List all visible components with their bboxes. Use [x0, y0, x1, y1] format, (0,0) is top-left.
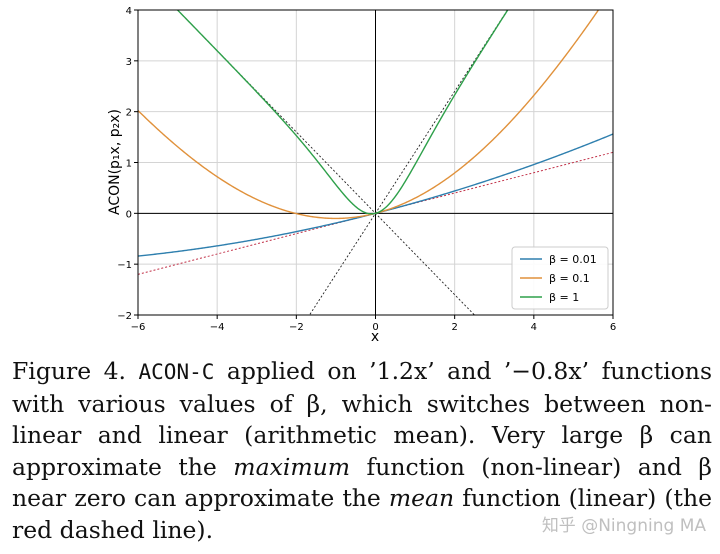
- caption-text-3: function (linear) (the red dashed line).: [12, 484, 712, 544]
- y-tick-label: 1: [126, 159, 132, 170]
- caption-emphasis-maximum: maximum: [233, 452, 351, 481]
- caption-prefix: Figure 4.: [12, 357, 139, 385]
- y-tick-label: 0: [126, 209, 132, 220]
- tick-labels: −6 −4 −2 0 2 4 6 −2 −1 0 1 2 3 4: [117, 6, 616, 333]
- x-tick-label: 2: [451, 322, 457, 333]
- acon-curves: [138, 10, 613, 257]
- y-tick-label: −1: [117, 260, 132, 271]
- caption-text-2: function (non-linear) and β near zero ca…: [12, 452, 712, 513]
- legend-entry: β = 0.01: [549, 253, 597, 266]
- legend-entry: β = 0.1: [549, 272, 590, 285]
- legend: β = 0.01 β = 0.1 β = 1: [511, 246, 609, 310]
- x-tick-label: −4: [210, 322, 225, 333]
- acon-figure: −6 −4 −2 0 2 4 6 −2 −1 0 1 2 3 4 x ACON(p₁x, p₂x) β =…: [107, 6, 616, 345]
- x-axis-label: x: [371, 329, 379, 345]
- legend-box: [511, 246, 609, 310]
- y-tick-label: 4: [126, 6, 132, 17]
- x-tick-label: 0: [372, 322, 378, 333]
- y-tick-label: −2: [117, 311, 132, 322]
- figure-caption: Figure 4. ACON-C applied on ’1.2x’ and ’…: [12, 356, 712, 546]
- y-tick-label: 3: [126, 57, 132, 68]
- x-tick-label: −6: [131, 322, 146, 333]
- series-line-2: [176, 10, 509, 215]
- legend-entry: β = 1: [549, 291, 579, 304]
- caption-code: ACON-C: [138, 360, 215, 384]
- x-tick-label: 6: [610, 322, 616, 333]
- y-tick-label: 2: [126, 108, 132, 119]
- caption-text-1: applied on ’1.2x’ and ’−0.8x’ functions …: [12, 357, 712, 481]
- x-tick-label: 4: [531, 322, 537, 333]
- watermark: 知乎 @Ningning MA: [541, 516, 706, 536]
- caption-emphasis-mean: mean: [388, 484, 455, 512]
- x-tick-label: −2: [289, 322, 304, 333]
- y-axis-label: ACON(p₁x, p₂x): [107, 109, 123, 215]
